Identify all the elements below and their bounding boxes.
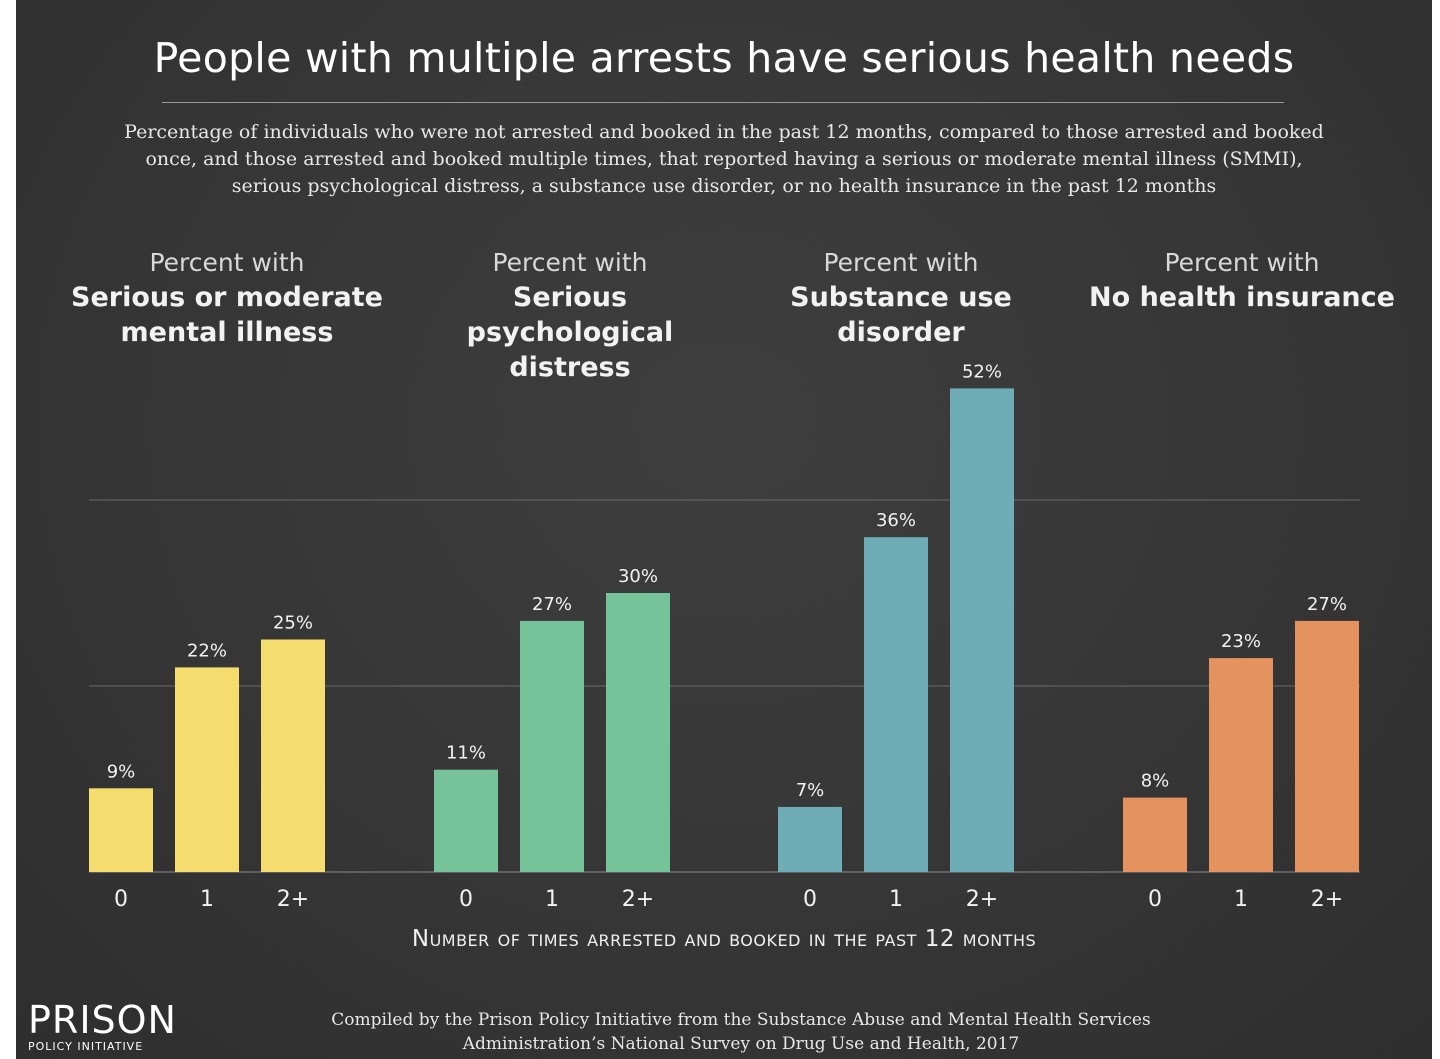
bar: [175, 667, 239, 872]
x-tick-label: 0: [803, 887, 817, 912]
x-tick-label: 0: [459, 887, 473, 912]
data-label: 23%: [1221, 631, 1261, 652]
panel-prefix: Percent with: [823, 248, 979, 277]
panel-header-mental-illness: Percent with Serious or moderate mental …: [62, 246, 392, 350]
data-label: 36%: [876, 510, 916, 531]
panel-prefix: Percent with: [492, 248, 648, 277]
panel-prefix: Percent with: [149, 248, 305, 277]
panel-header-no-insurance: Percent with No health insurance: [1077, 246, 1407, 315]
x-tick-label: 0: [114, 887, 128, 912]
panel-name-line1: Serious or moderate: [71, 282, 383, 313]
panel-name-line1: Serious psychological: [466, 282, 674, 348]
panel-name-line1: Substance use: [790, 282, 1012, 313]
x-tick-label: 2+: [622, 887, 654, 912]
panel-name-line2: distress: [509, 352, 631, 383]
panel-header-substance-use: Percent with Substance use disorder: [736, 246, 1066, 350]
x-tick-label: 2+: [1311, 887, 1343, 912]
bar: [606, 593, 670, 872]
infographic: People with multiple arrests have seriou…: [16, 0, 1432, 1059]
panel-name-line2: mental illness: [120, 317, 334, 348]
panel-name-line1: No health insurance: [1089, 282, 1395, 313]
bar: [520, 620, 584, 872]
x-tick-label: 2+: [277, 887, 309, 912]
bar: [1123, 797, 1187, 872]
data-label: 30%: [618, 566, 658, 587]
x-tick-label: 1: [545, 887, 559, 912]
chart-title: People with multiple arrests have seriou…: [153, 34, 1295, 82]
bar: [778, 806, 842, 872]
bar: [1295, 620, 1359, 872]
bar: [89, 788, 153, 872]
panel-name-line2: disorder: [837, 317, 965, 348]
chart-subtitle: Percentage of individuals who were not a…: [124, 121, 1324, 197]
title-divider: [162, 102, 1284, 103]
bar: [950, 388, 1014, 872]
data-label: 11%: [446, 743, 486, 764]
logo-wordmark: PRISON: [28, 998, 177, 1042]
data-label: 25%: [273, 613, 313, 634]
data-label: 52%: [962, 361, 1002, 382]
x-tick-label: 1: [889, 887, 903, 912]
bar: [1209, 658, 1273, 872]
logo-subtext: POLICY INITIATIVE: [28, 1040, 144, 1053]
bar: [864, 537, 928, 872]
data-label: 27%: [1307, 594, 1347, 615]
bar: [434, 769, 498, 872]
prison-policy-initiative-logo: PRISON POLICY INITIATIVE: [28, 1000, 208, 1054]
x-tick-label: 0: [1148, 887, 1162, 912]
bar: [261, 639, 325, 872]
data-label: 7%: [796, 780, 825, 801]
panel-prefix: Percent with: [1164, 248, 1320, 277]
data-label: 8%: [1141, 771, 1170, 792]
source-note: Compiled by the Prison Policy Initiative…: [331, 1010, 1151, 1054]
data-label: 22%: [187, 640, 227, 661]
panel-header-psychological-distress: Percent with Serious psychological distr…: [405, 246, 735, 385]
x-tick-label: 1: [200, 887, 214, 912]
x-tick-label: 2+: [966, 887, 998, 912]
x-axis-title: Number of times arrested and booked in t…: [411, 926, 1037, 952]
bar-chart: 9% 0 22% 1 25% 2+ 11% 0 27% 1 30% 2+ 7% 0 36% 1 52% 2+ 8% 0…: [89, 361, 1360, 912]
data-label: 9%: [107, 761, 136, 782]
x-tick-label: 1: [1234, 887, 1248, 912]
data-label: 27%: [532, 594, 572, 615]
